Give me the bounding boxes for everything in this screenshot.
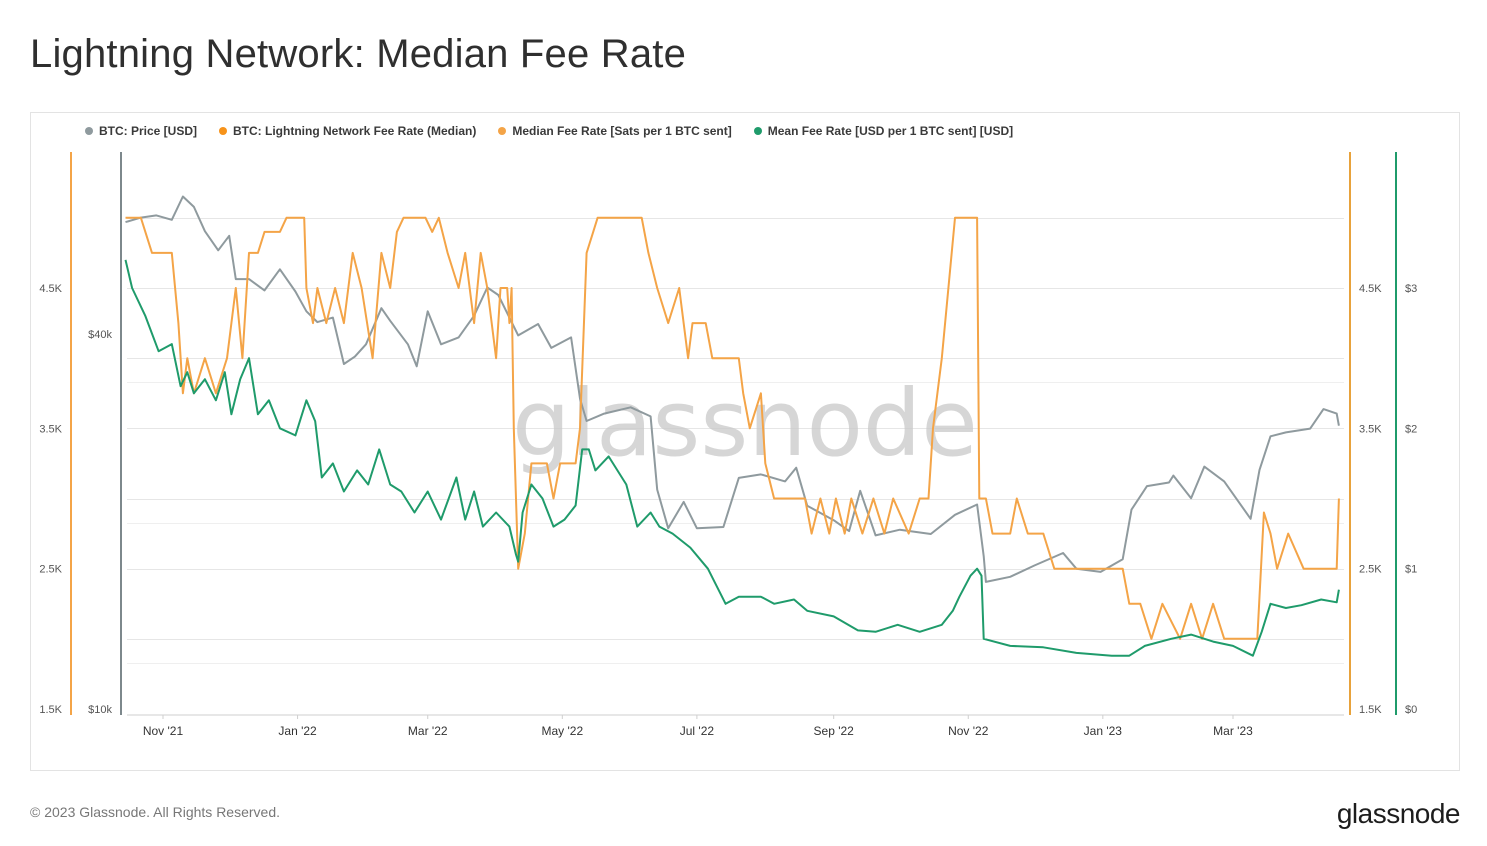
brand-logo[interactable]: glassnode [1336, 798, 1461, 829]
legend-dot-fee-usd [753, 127, 762, 135]
legend-dot-fee-sats [498, 127, 507, 135]
series-line-btc-price [125, 195, 1340, 583]
series-line-mean-fee-usd [124, 259, 1340, 657]
y-tick-left-price: $10k [88, 704, 112, 716]
legend-dot-fee-median [219, 127, 228, 135]
legend-item-fee-median[interactable]: BTC: Lightning Network Fee Rate (Median) [219, 124, 476, 138]
legend-item-fee-usd[interactable]: Mean Fee Rate [USD per 1 BTC sent] [USD] [753, 124, 1014, 138]
y-tick-left-fee: 2.5K [39, 564, 62, 576]
x-tick-label: Jul '22 [680, 724, 715, 738]
y-tick-right-usd: $3 [1405, 283, 1417, 295]
x-tick-label: May '22 [541, 724, 583, 738]
legend-label-fee-median: BTC: Lightning Network Fee Rate (Median) [233, 124, 477, 138]
grid-lines [127, 218, 1344, 664]
x-tick-label: Nov '22 [948, 724, 989, 738]
y-tick-labels: 1.5K 2.5K 3.5K 4.5K $10k $40k 1.5K 2.5K 3.5K 4.5K… [39, 283, 1417, 716]
legend-label-fee-sats: Median Fee Rate [Sats per 1 BTC sent] [512, 124, 732, 138]
watermark: glassnode [512, 370, 978, 477]
legend-dot-price [85, 127, 93, 135]
y-tick-right-usd: $1 [1405, 564, 1417, 576]
y-tick-right-fee: 2.5K [1359, 564, 1382, 576]
chart-legend: BTC: Price [USD] BTC: Lightning Network … [85, 124, 1013, 138]
x-tick-label: Nov '21 [143, 724, 184, 738]
y-tick-right-fee: 4.5K [1359, 283, 1382, 295]
x-tick-label: Mar '23 [1213, 724, 1253, 738]
chart-series [124, 195, 1340, 657]
x-tick-label: Jan '23 [1084, 724, 1123, 738]
x-tick-label: Jan '22 [278, 724, 317, 738]
y-tick-left-fee: 1.5K [39, 704, 62, 716]
y-tick-left-price: $40k [88, 329, 112, 341]
axis-lines [70, 152, 1397, 716]
chart-panel [30, 112, 1460, 771]
y-tick-left-fee: 3.5K [39, 423, 62, 435]
x-tick-label: Sep '22 [814, 724, 855, 738]
y-tick-right-fee: 3.5K [1359, 423, 1382, 435]
y-tick-right-fee: 1.5K [1359, 704, 1382, 716]
legend-item-fee-sats[interactable]: Median Fee Rate [Sats per 1 BTC sent] [498, 124, 732, 138]
legend-label-fee-usd: Mean Fee Rate [USD per 1 BTC sent] [USD] [767, 124, 1014, 138]
legend-item-price[interactable]: BTC: Price [USD] [85, 124, 197, 138]
x-tick-labels: Nov '21 Jan '22 Mar '22 May '22 Jul '22 Sep '… [143, 715, 1253, 738]
chart-title: Lightning Network: Median Fee Rate [30, 32, 687, 76]
y-tick-right-usd: $2 [1405, 423, 1417, 435]
x-tick-label: Mar '22 [408, 724, 448, 738]
copyright-footer: © 2023 Glassnode. All Rights Reserved. [30, 804, 281, 820]
y-tick-right-usd: $0 [1405, 704, 1417, 716]
series-line-median-fee-sats [125, 216, 1340, 640]
y-tick-left-fee: 4.5K [39, 283, 62, 295]
legend-label-price: BTC: Price [USD] [99, 124, 198, 138]
